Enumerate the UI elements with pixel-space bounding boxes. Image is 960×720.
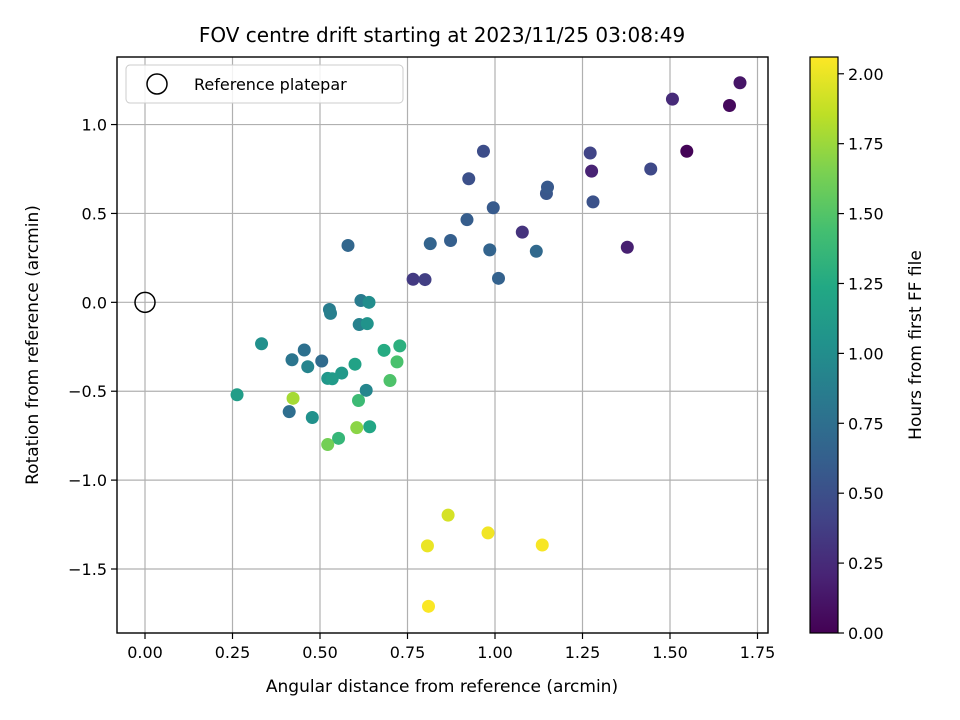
- data-point: [321, 438, 335, 452]
- data-point: [348, 357, 362, 371]
- data-point: [665, 92, 679, 106]
- x-tick-label: 1.00: [477, 643, 513, 662]
- data-point: [324, 306, 337, 320]
- data-point: [441, 508, 455, 522]
- data-point: [332, 431, 346, 445]
- y-tick-label: −1.5: [68, 560, 107, 579]
- data-point: [620, 240, 634, 254]
- data-point: [541, 180, 554, 194]
- data-point: [286, 391, 300, 405]
- data-point: [535, 538, 549, 552]
- y-axis-label: Rotation from reference (arcmin): [23, 205, 43, 485]
- data-point: [476, 144, 490, 158]
- legend-box: [125, 64, 404, 104]
- x-tick-label: 0.75: [390, 643, 426, 662]
- data-point: [362, 295, 376, 309]
- data-point: [390, 355, 404, 369]
- data-point: [515, 225, 529, 239]
- colorbar-axis: 0.00 0.25 0.50 0.75 1.00 1.25 1.50 1.75 2.00: [838, 65, 884, 643]
- data-point: [583, 146, 597, 160]
- data-point: [255, 337, 269, 351]
- data-point: [423, 237, 437, 251]
- data-point: [383, 374, 397, 388]
- data-point: [483, 243, 497, 257]
- data-point: [341, 238, 355, 252]
- y-tick-label: −1.0: [68, 471, 107, 490]
- colorbar-tick-label: 0.75: [848, 414, 884, 433]
- y-tick-label: −0.5: [68, 382, 107, 401]
- data-points: [230, 76, 747, 613]
- data-point: [444, 233, 458, 247]
- colorbar-tick-label: 0.00: [848, 624, 884, 643]
- data-point: [297, 343, 311, 357]
- colorbar-label: Hours from first FF file: [906, 250, 926, 440]
- colorbar: [809, 56, 839, 634]
- colorbar-tick-label: 0.25: [848, 554, 884, 573]
- data-point: [585, 164, 599, 178]
- data-point: [406, 272, 420, 286]
- data-point: [644, 162, 658, 176]
- data-point: [393, 339, 407, 353]
- data-point: [733, 76, 747, 90]
- data-point: [680, 144, 694, 158]
- data-point: [723, 99, 736, 113]
- chart-title: FOV centre drift starting at 2023/11/25 …: [199, 23, 685, 47]
- data-point: [363, 420, 377, 434]
- data-point: [350, 421, 364, 435]
- data-point: [529, 244, 543, 258]
- data-point: [335, 366, 349, 380]
- x-axis: 0.00 0.25 0.50 0.75 1.00 1.25 1.50 1.75: [127, 633, 775, 662]
- x-axis-label: Angular distance from reference (arcmin): [266, 677, 618, 697]
- data-point: [481, 526, 495, 540]
- reference-marker: [134, 291, 156, 314]
- data-point: [586, 195, 600, 209]
- legend-label: Reference platepar: [194, 75, 347, 94]
- colorbar-tick-label: 1.00: [848, 344, 884, 363]
- y-tick-label: 1.0: [82, 116, 107, 135]
- x-tick-label: 1.75: [740, 643, 776, 662]
- data-point: [422, 599, 435, 613]
- x-tick-label: 0.00: [127, 643, 163, 662]
- data-point: [282, 405, 296, 419]
- data-point: [418, 273, 432, 287]
- legend: Reference platepar: [125, 64, 404, 104]
- plot-frame: [116, 56, 769, 634]
- x-tick-label: 0.25: [215, 643, 251, 662]
- x-tick-label: 0.50: [302, 643, 338, 662]
- y-axis: −1.5 −1.0 −0.5 0.0 0.5 1.0: [68, 116, 117, 579]
- data-point: [359, 383, 373, 397]
- data-point: [325, 372, 339, 386]
- data-point: [460, 213, 474, 227]
- x-tick-label: 1.50: [652, 643, 688, 662]
- colorbar-tick-label: 0.50: [848, 484, 884, 503]
- colorbar-tick-label: 2.00: [848, 65, 884, 84]
- data-point: [486, 201, 500, 215]
- data-point: [492, 271, 505, 285]
- grid-lines: [117, 57, 768, 633]
- y-tick-label: 0.5: [82, 204, 107, 223]
- colorbar-tick-label: 1.25: [848, 274, 884, 293]
- legend-marker-icon: [146, 73, 168, 95]
- data-point: [315, 354, 329, 368]
- y-tick-label: 0.0: [82, 293, 107, 312]
- colorbar-tick-label: 1.75: [848, 135, 884, 154]
- data-point: [360, 317, 374, 331]
- data-point: [352, 393, 365, 407]
- data-point: [305, 411, 319, 425]
- data-point: [285, 353, 299, 367]
- data-point: [230, 388, 244, 402]
- data-point: [462, 172, 476, 186]
- colorbar-tick-label: 1.50: [848, 205, 884, 224]
- data-point: [377, 343, 391, 357]
- data-point: [301, 360, 315, 374]
- data-point: [420, 539, 434, 553]
- x-tick-label: 1.25: [565, 643, 601, 662]
